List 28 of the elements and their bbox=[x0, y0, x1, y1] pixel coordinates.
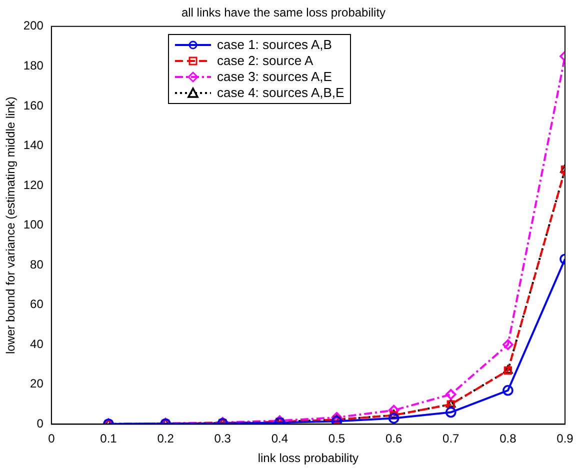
x-tick-label: 0.6 bbox=[385, 432, 402, 446]
x-axis-title: link loss probability bbox=[258, 451, 359, 466]
legend-label: case 3: sources A,E bbox=[217, 69, 332, 85]
x-tick-label: 0 bbox=[48, 432, 56, 446]
x-tick-label: 0.1 bbox=[100, 432, 118, 446]
y-tick-label: 180 bbox=[23, 58, 44, 72]
y-tick-label: 140 bbox=[23, 138, 44, 152]
y-tick-label: 60 bbox=[30, 297, 44, 312]
x-tick-label: 0.9 bbox=[556, 432, 574, 446]
y-tick-label: 80 bbox=[30, 257, 44, 272]
x-tick-label: 0.2 bbox=[157, 432, 174, 446]
x-tick-label: 0.8 bbox=[500, 432, 517, 446]
y-tick-label: 120 bbox=[23, 178, 44, 192]
legend-label: case 4: sources A,B,E bbox=[217, 85, 344, 101]
x-tick-label: 0.5 bbox=[328, 432, 346, 446]
x-tick-label: 0.7 bbox=[442, 432, 460, 446]
y-tick-label: 0 bbox=[36, 416, 44, 431]
y-tick-label: 40 bbox=[30, 336, 44, 351]
y-tick-label: 160 bbox=[23, 98, 44, 112]
y-tick-label: 100 bbox=[23, 218, 44, 232]
y-axis-title: lower bound for variance (estimating middle link) bbox=[4, 96, 18, 354]
x-tick-label: 0.4 bbox=[271, 432, 288, 446]
chart-title: all links have the same loss probability bbox=[181, 6, 386, 20]
legend-label: case 2: source A bbox=[217, 53, 314, 69]
x-tick-label: 0.3 bbox=[214, 432, 232, 446]
y-tick-label: 20 bbox=[30, 376, 44, 391]
y-tick-label: 200 bbox=[23, 18, 44, 33]
legend-label: case 1: sources A,B bbox=[217, 37, 332, 53]
